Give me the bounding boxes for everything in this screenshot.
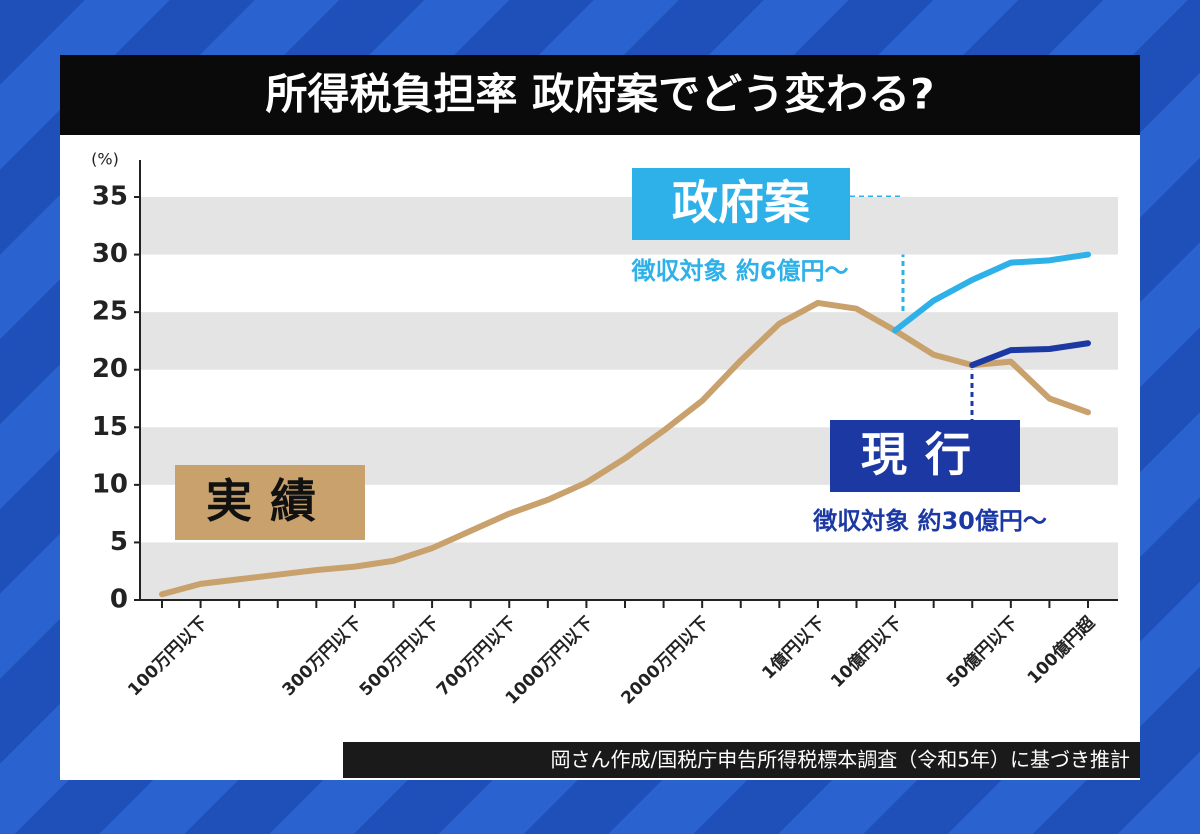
series-label-box bbox=[175, 465, 365, 540]
source: 岡さん作成/国税庁申告所得税標本調査（令和5年）に基づき推計 bbox=[551, 748, 1130, 772]
y-tick-label: 35 bbox=[92, 182, 128, 212]
series-label-box bbox=[632, 168, 850, 240]
grid-band bbox=[140, 312, 1118, 370]
series-line bbox=[892, 251, 1091, 334]
y-tick-label: 30 bbox=[92, 239, 128, 269]
title-bar bbox=[60, 55, 1140, 135]
series-label-box bbox=[830, 420, 1020, 492]
panel bbox=[60, 55, 1140, 780]
y-tick-label: 20 bbox=[92, 354, 128, 384]
series-detail: 徴収対象 約6億円〜 bbox=[630, 257, 848, 285]
series-detail: 徴収対象 約30億円〜 bbox=[812, 507, 1047, 535]
y-unit: (%) bbox=[91, 150, 119, 169]
chart-title: 所得税負担率 政府案でどう変わる? bbox=[266, 70, 935, 119]
y-tick-label: 25 bbox=[92, 297, 128, 327]
y-tick-label: 10 bbox=[92, 469, 128, 499]
legend-label: 現行 bbox=[861, 428, 989, 482]
y-tick-label: 0 bbox=[110, 585, 128, 615]
legend-label: 政府案 bbox=[672, 176, 811, 230]
series-line bbox=[969, 340, 1091, 369]
legend-label: 実績 bbox=[206, 474, 334, 528]
y-tick-label: 15 bbox=[92, 412, 128, 442]
series-line bbox=[159, 299, 1091, 598]
y-tick-label: 5 bbox=[110, 527, 128, 557]
grid-band bbox=[140, 197, 1118, 255]
source-bar bbox=[343, 742, 1140, 778]
